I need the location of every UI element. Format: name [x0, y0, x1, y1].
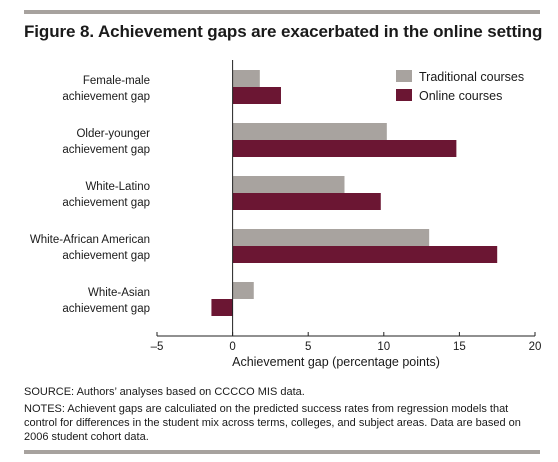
bar-online — [232, 193, 381, 210]
category-label: Female-male achievement gap — [62, 75, 150, 103]
bar-traditional — [232, 176, 345, 193]
source-note: SOURCE: Authors’ analyses based on CCCCO… — [24, 386, 305, 398]
x-tick-label: 0 — [229, 341, 235, 353]
legend-label: Traditional courses — [419, 70, 524, 84]
bar-chart: Female-male achievement gap Older-younger a… — [30, 60, 542, 369]
notes-text: NOTES: Achievent gaps are calculiated on… — [24, 403, 521, 443]
legend-swatch — [396, 70, 412, 82]
bar-traditional — [232, 229, 430, 246]
bar-traditional — [232, 70, 260, 87]
top-rule — [24, 10, 540, 14]
bar-online — [232, 140, 457, 157]
x-axis-title: Achievement gap (percentage points) — [232, 355, 440, 369]
bar-online — [211, 299, 233, 316]
bar-online — [232, 246, 498, 263]
category-label: White-African American achievement gap — [30, 234, 150, 262]
x-tick-label: 5 — [305, 341, 311, 353]
x-tick-label: 15 — [453, 341, 466, 353]
category-label: White-Latino achievement gap — [62, 181, 150, 209]
x-tick-label: 20 — [529, 341, 542, 353]
bar-online — [232, 87, 281, 104]
bottom-rule — [24, 450, 540, 454]
bar-traditional — [232, 123, 387, 140]
bar-traditional — [232, 282, 254, 299]
x-tick-label: 10 — [377, 341, 390, 353]
legend-swatch — [396, 89, 412, 101]
legend-label: Online courses — [419, 89, 502, 103]
category-label: Older-younger achievement gap — [62, 128, 150, 156]
figure-title: Figure 8. Achievement gaps are exacerbat… — [24, 22, 543, 41]
x-tick-label: –5 — [151, 341, 164, 353]
category-label: White-Asian achievement gap — [62, 287, 150, 315]
